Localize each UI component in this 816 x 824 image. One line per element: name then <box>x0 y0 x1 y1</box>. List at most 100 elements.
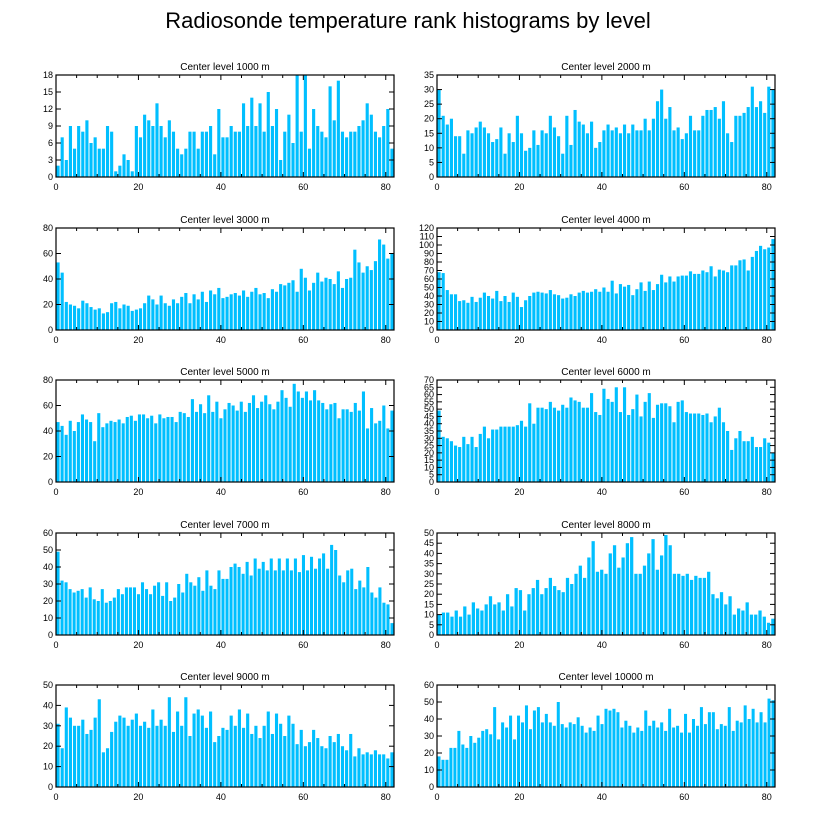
histogram-bar <box>705 413 709 482</box>
histogram-bar <box>754 250 759 330</box>
histogram-bar <box>68 126 72 177</box>
x-tick-label: 0 <box>434 487 439 497</box>
histogram-bar <box>759 245 763 330</box>
histogram-bar <box>548 401 552 482</box>
histogram-bar <box>480 610 484 635</box>
histogram-bar <box>89 422 93 482</box>
histogram-bar <box>608 710 612 787</box>
histogram-bar <box>548 115 552 177</box>
histogram-bar <box>639 130 643 177</box>
histogram-bar <box>515 296 519 330</box>
x-tick-label: 40 <box>597 792 607 802</box>
histogram-bar <box>463 606 467 635</box>
histogram-bar <box>445 759 449 787</box>
histogram-bar <box>225 578 229 635</box>
histogram-bar <box>258 738 262 787</box>
y-tick-label: 0 <box>48 630 53 640</box>
y-tick-label: 15 <box>424 599 434 609</box>
histogram-bar <box>532 423 536 482</box>
histogram-bar <box>291 143 295 177</box>
histogram-bar <box>639 416 643 482</box>
histogram-bar <box>158 414 162 482</box>
histogram-bar <box>288 406 292 482</box>
histogram-bar <box>680 400 684 482</box>
histogram-bar <box>299 268 303 330</box>
histogram-bar <box>594 412 598 482</box>
histogram-bar <box>524 300 528 330</box>
histogram-bar <box>495 429 499 482</box>
histogram-bar <box>474 301 478 330</box>
histogram-bar <box>369 754 373 787</box>
histogram-bar <box>474 447 478 482</box>
histogram-bar <box>336 271 340 330</box>
histogram-bar <box>622 286 627 330</box>
histogram-bar <box>378 754 382 787</box>
histogram-bar <box>180 725 184 787</box>
y-tick-label: 0 <box>429 782 434 792</box>
y-tick-label: 40 <box>43 562 53 572</box>
x-tick-label: 0 <box>53 487 58 497</box>
histogram-bar <box>758 610 762 635</box>
histogram-bar <box>465 747 469 787</box>
y-tick-label: 70 <box>424 266 434 276</box>
histogram-bar <box>482 426 486 482</box>
histogram-bar <box>273 570 277 635</box>
histogram-bar <box>370 592 374 635</box>
y-tick-label: 20 <box>43 741 53 751</box>
histogram-bar <box>270 126 274 177</box>
histogram-bar <box>702 577 707 635</box>
histogram-bar <box>72 148 77 177</box>
histogram-bar <box>250 97 254 177</box>
histogram-bar <box>285 558 289 635</box>
histogram-bar <box>147 295 151 330</box>
histogram-bar <box>596 715 600 787</box>
histogram-bar <box>345 750 349 787</box>
y-tick-label: 0 <box>48 325 53 335</box>
histogram-bar <box>462 436 466 482</box>
histogram-bar <box>369 270 373 330</box>
x-tick-label: 40 <box>216 182 226 192</box>
histogram-bar <box>373 750 378 787</box>
y-tick-label: 0 <box>48 477 53 487</box>
histogram-bar <box>207 395 211 482</box>
histogram-bar <box>628 725 632 787</box>
histogram-bar <box>519 420 524 482</box>
histogram-bar <box>616 712 620 787</box>
y-tick-label: 0 <box>429 325 434 335</box>
histogram-bar <box>664 118 668 177</box>
histogram-bar <box>730 449 734 482</box>
histogram-bar <box>251 395 256 482</box>
histogram-bar <box>602 130 606 177</box>
x-tick-label: 20 <box>133 182 143 192</box>
histogram-bar <box>97 699 101 787</box>
histogram-bar <box>453 294 458 330</box>
histogram-bar <box>441 759 445 787</box>
histogram-bar <box>283 285 287 331</box>
histogram-bar <box>130 719 134 787</box>
x-tick-label: 20 <box>514 335 524 345</box>
histogram-bar <box>581 407 585 482</box>
histogram-bar <box>92 599 96 635</box>
y-tick-label: 10 <box>424 317 434 327</box>
histogram-bar <box>489 734 493 787</box>
panel-title: Center level 9000 m <box>180 672 270 683</box>
histogram-bar <box>462 300 466 330</box>
histogram-bar <box>493 604 497 635</box>
histogram-panel: 0 5 10 15 20 25 30 35 0 20 40 60 80 Center level 2000… <box>424 62 776 192</box>
histogram-bar <box>587 557 591 635</box>
histogram-bar <box>85 303 89 330</box>
histogram-bar <box>167 120 171 177</box>
histogram-bar <box>499 301 503 330</box>
histogram-bar <box>221 298 225 331</box>
histogram-bar <box>272 409 276 482</box>
histogram-bar <box>715 729 719 787</box>
histogram-bar <box>501 722 505 787</box>
histogram-bar <box>246 713 250 787</box>
histogram-bar <box>378 420 382 482</box>
histogram-bar <box>445 290 449 330</box>
histogram-bar <box>138 725 143 787</box>
histogram-bar <box>192 294 196 330</box>
histogram-bar <box>357 262 361 330</box>
histogram-bar <box>209 290 213 330</box>
